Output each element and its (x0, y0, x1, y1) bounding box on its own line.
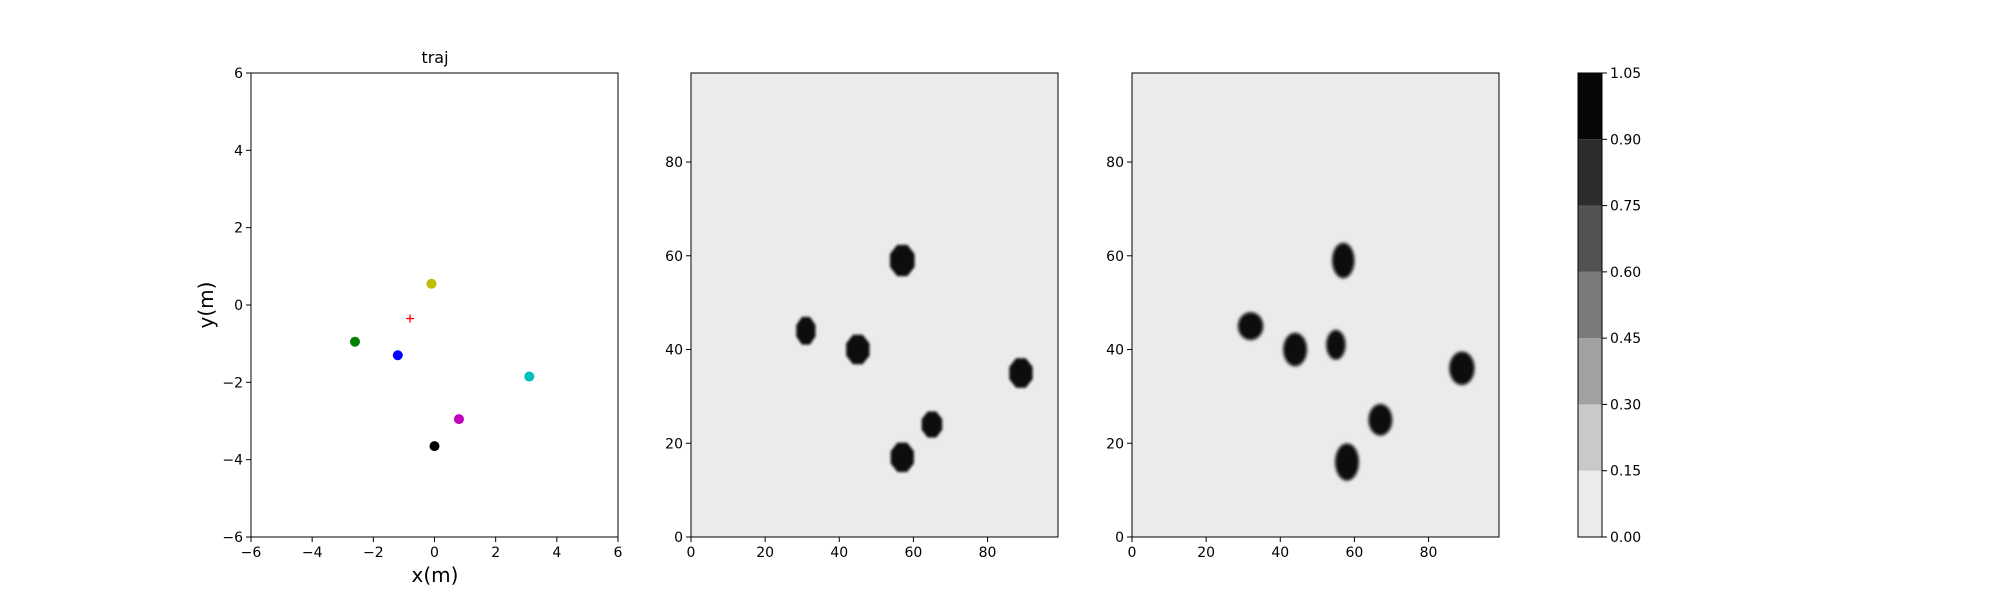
colorbar-tick-label: 0.75 (1610, 199, 1641, 215)
heatmap-1-blob (846, 334, 870, 365)
heatmap-2-x-tick-label: 0 (1128, 545, 1137, 561)
colorbar-band (1578, 470, 1602, 537)
traj-plus-marker (406, 314, 415, 323)
colorbar-frame (1577, 72, 1603, 538)
heatmap-plot-2: 0 20 40 60 80 0 20 40 60 80 (1106, 72, 1500, 561)
heatmap-1-x-tick-label: 80 (979, 545, 997, 561)
heatmap-1-frame (690, 72, 1059, 538)
colorbar-tick-label: 0.60 (1610, 265, 1641, 281)
heatmap-2-y-tick-label: 60 (1106, 249, 1124, 265)
traj-point (349, 336, 360, 347)
traj-point (392, 350, 403, 361)
heatmap-plot-1: 0 20 40 60 80 0 20 40 60 80 (665, 72, 1059, 561)
colorbar-band (1578, 338, 1602, 405)
traj-y-tick-label: −4 (222, 453, 243, 469)
heatmap-1-x-tick-label: 60 (905, 545, 923, 561)
heatmap-1-x-tick-label: 20 (756, 545, 774, 561)
heatmap-1-y-tick-label: 80 (665, 155, 683, 171)
colorbar-tick-label: 1.05 (1610, 66, 1641, 82)
heatmap-2-blob (1332, 243, 1354, 278)
colorbar-tick-label: 0.90 (1610, 132, 1641, 148)
traj-point (426, 278, 437, 289)
heatmap-1-y-tick-label: 40 (665, 343, 683, 359)
colorbar-tick-label: 0.15 (1610, 464, 1641, 480)
traj-x-tick-label: −2 (363, 545, 384, 561)
colorbar-band (1578, 205, 1602, 272)
traj-y-axis-label: y(m) (194, 282, 218, 329)
traj-point (453, 414, 464, 425)
heatmap-1-blob (796, 316, 816, 345)
traj-y-tick-label: 2 (234, 221, 243, 237)
heatmap-1-y-tick-label: 20 (665, 436, 683, 452)
traj-plot-title: traj (421, 48, 448, 67)
heatmap-2-x-tick-label: 40 (1271, 545, 1289, 561)
heatmap-2-frame (1131, 72, 1500, 538)
traj-point (429, 441, 440, 452)
traj-y-tick-label: −6 (222, 530, 243, 546)
traj-x-tick-label: 0 (430, 545, 439, 561)
traj-x-tick-label: −6 (241, 545, 262, 561)
heatmap-2-y-tick-label: 0 (1115, 530, 1124, 546)
heatmap-2-blob (1450, 352, 1474, 385)
heatmap-1-background (691, 73, 1058, 537)
traj-x-axis-label: x(m) (412, 563, 459, 587)
heatmap-1-x-tick-label: 0 (687, 545, 696, 561)
heatmap-2-x-tick-label: 20 (1197, 545, 1215, 561)
colorbar-band (1578, 404, 1602, 471)
traj-x-tick-label: −4 (302, 545, 323, 561)
colorbar-band (1578, 139, 1602, 206)
heatmap-1-y-tick-label: 0 (674, 530, 683, 546)
traj-point (524, 371, 535, 382)
traj-y-tick-label: 6 (234, 66, 243, 82)
traj-y-tick-label: 0 (234, 298, 243, 314)
traj-x-tick-label: 4 (552, 545, 561, 561)
colorbar-tick-label: 0.45 (1610, 331, 1641, 347)
traj-x-tick-label: 6 (614, 545, 623, 561)
heatmap-2-x-tick-label: 60 (1346, 545, 1364, 561)
heatmap-1-blob (890, 442, 914, 472)
colorbar-band (1578, 271, 1602, 339)
traj-plot-frame (250, 72, 619, 538)
traj-x-tick-label: 2 (491, 545, 500, 561)
heatmap-2-y-tick-label: 40 (1106, 343, 1124, 359)
heatmap-2-blob (1238, 312, 1263, 340)
traj-y-tick-label: 4 (234, 143, 243, 159)
colorbar-tick-label: 0.30 (1610, 397, 1641, 413)
heatmap-2-blob (1369, 404, 1392, 435)
heatmap-2-blob (1335, 444, 1359, 480)
traj-y-tick-label: −2 (222, 375, 243, 391)
colorbar-band (1578, 73, 1602, 140)
heatmap-1-blob (890, 244, 915, 277)
heatmap-1-blob (921, 411, 943, 438)
heatmap-2-blob (1283, 333, 1307, 366)
heatmap-2-y-tick-label: 20 (1106, 436, 1124, 452)
colorbar-tick-label: 0.00 (1610, 530, 1641, 546)
heatmap-1-x-tick-label: 40 (830, 545, 848, 561)
heatmap-1-y-tick-label: 60 (665, 249, 683, 265)
heatmap-2-y-tick-label: 80 (1106, 155, 1124, 171)
heatmap-2-blob (1326, 330, 1345, 359)
heatmap-1-blob (1009, 358, 1033, 388)
traj-scatter-plot: traj −6 −4 −2 0 2 4 6 −6 −4 −2 0 2 4 6 x(m) y(m) (194, 48, 623, 587)
colorbar: 0.00 0.15 0.30 0.45 0.60 0.75 0.90 1.05 (1577, 66, 1641, 546)
heatmap-2-x-tick-label: 80 (1420, 545, 1438, 561)
heatmap-2-background (1132, 73, 1499, 537)
